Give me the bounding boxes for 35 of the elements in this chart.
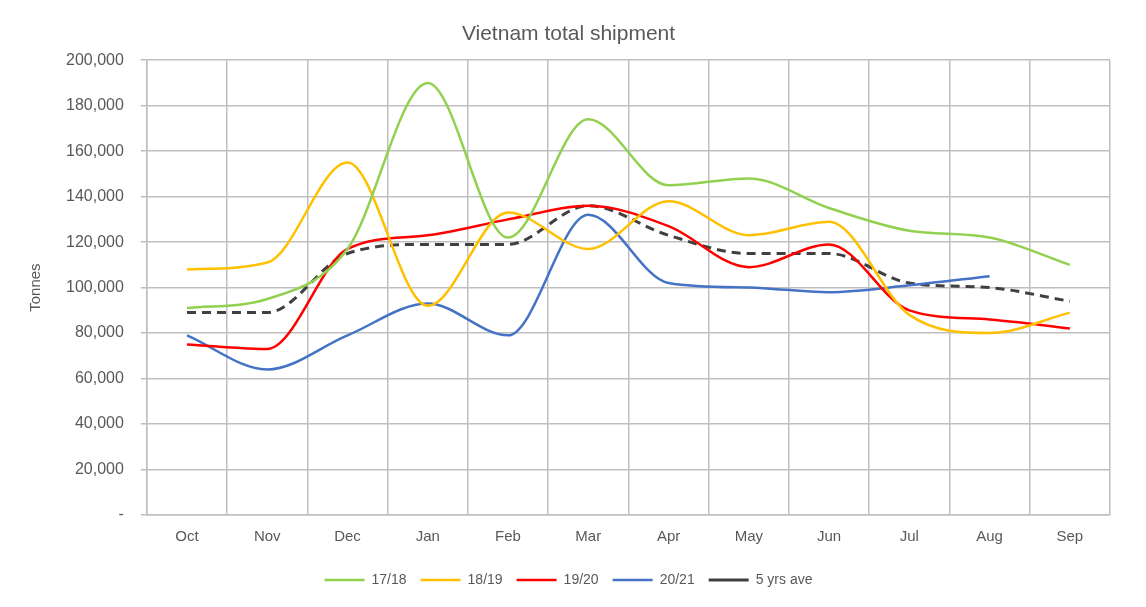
x-tick-label: Aug bbox=[976, 527, 1003, 545]
y-tick-label: 40,000 bbox=[74, 414, 124, 432]
y-tick-label: 140,000 bbox=[65, 187, 124, 205]
y-tick-label: 60,000 bbox=[74, 368, 124, 386]
y-tick-label: - bbox=[118, 505, 124, 523]
y-axis-title: Tonnes bbox=[26, 263, 44, 312]
legend-label: 20/21 bbox=[659, 570, 695, 587]
legend-label: 18/19 bbox=[467, 570, 503, 587]
line-series bbox=[185, 204, 1072, 351]
y-tick-label: 80,000 bbox=[74, 323, 124, 341]
x-tick-label: Oct bbox=[175, 527, 200, 545]
x-tick-label: Sep bbox=[1056, 527, 1084, 545]
y-tick-label: 120,000 bbox=[65, 232, 124, 250]
y-tick-label: 200,000 bbox=[65, 50, 124, 68]
y-tick-label: 100,000 bbox=[65, 278, 124, 296]
line-series bbox=[185, 161, 1072, 335]
x-tick-label: Feb bbox=[495, 527, 521, 545]
x-tick-label: Jun bbox=[816, 527, 842, 545]
x-tick-label: Jul bbox=[899, 527, 919, 545]
y-tick-label: 160,000 bbox=[65, 141, 124, 159]
legend-label: 17/18 bbox=[371, 570, 407, 587]
legend-label: 5 yrs ave bbox=[755, 570, 813, 587]
line-series bbox=[185, 204, 1072, 315]
x-tick-label: May bbox=[734, 527, 764, 545]
x-tick-label: Mar bbox=[575, 527, 602, 545]
x-tick-label: Jan bbox=[415, 527, 440, 545]
line-series bbox=[185, 81, 1072, 310]
chart-title: Vietnam total shipment bbox=[461, 21, 676, 45]
x-tick-label: Apr bbox=[656, 527, 681, 545]
y-tick-label: 20,000 bbox=[74, 459, 124, 477]
x-tick-label: Nov bbox=[253, 527, 282, 545]
line-series bbox=[185, 213, 991, 371]
legend-label: 19/20 bbox=[563, 570, 599, 587]
y-tick-label: 180,000 bbox=[65, 96, 124, 114]
x-tick-label: Dec bbox=[334, 527, 362, 545]
